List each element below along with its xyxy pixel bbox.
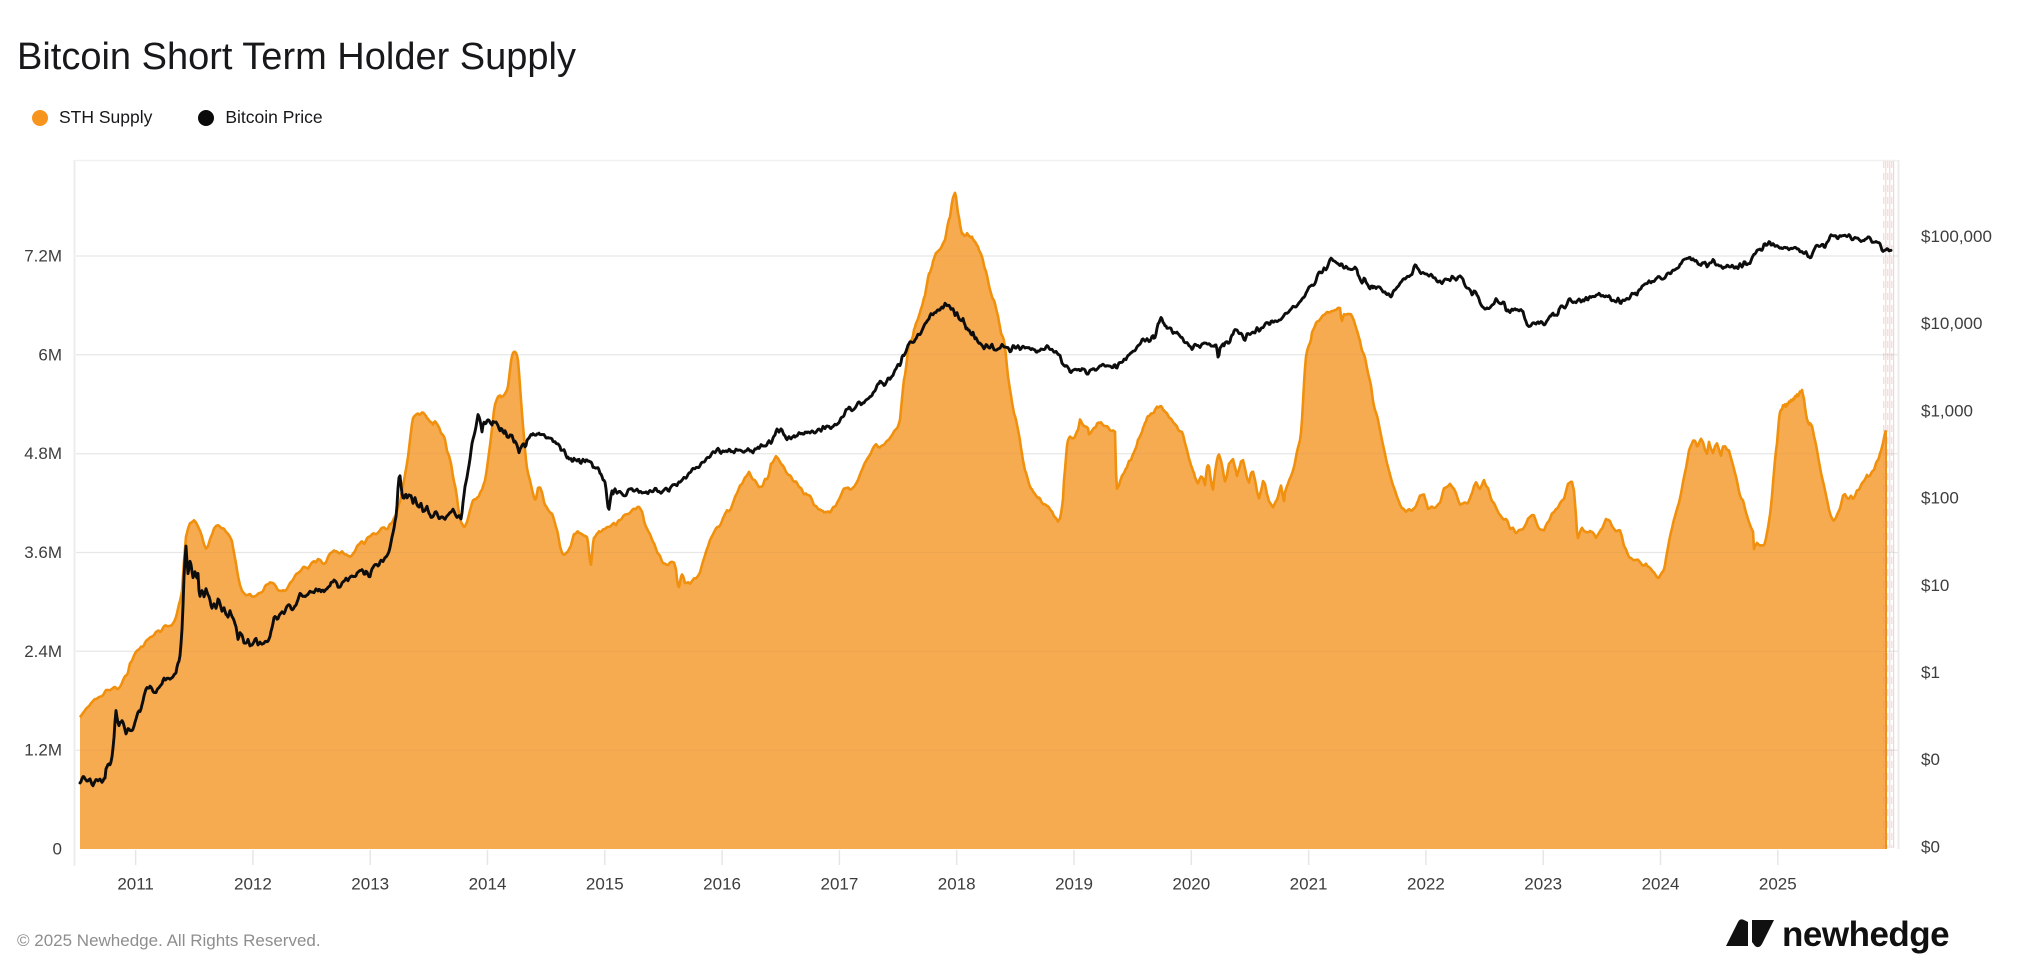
svg-text:2.4M: 2.4M <box>24 642 62 661</box>
svg-text:2019: 2019 <box>1055 875 1093 894</box>
svg-text:2016: 2016 <box>703 875 741 894</box>
svg-text:$0: $0 <box>1921 750 1940 769</box>
svg-text:$1,000: $1,000 <box>1921 401 1973 420</box>
svg-text:2012: 2012 <box>234 875 272 894</box>
svg-text:4.8M: 4.8M <box>24 444 62 463</box>
svg-text:2023: 2023 <box>1524 875 1562 894</box>
svg-text:$10,000: $10,000 <box>1921 314 1982 333</box>
svg-text:2024: 2024 <box>1642 875 1680 894</box>
svg-text:$100,000: $100,000 <box>1921 227 1992 246</box>
svg-text:0: 0 <box>53 840 62 859</box>
svg-text:$10: $10 <box>1921 576 1949 595</box>
svg-text:2017: 2017 <box>820 875 858 894</box>
svg-text:2020: 2020 <box>1172 875 1210 894</box>
svg-text:2022: 2022 <box>1407 875 1445 894</box>
svg-text:7.2M: 7.2M <box>24 247 62 266</box>
svg-text:1.2M: 1.2M <box>24 741 62 760</box>
svg-text:$0: $0 <box>1921 837 1940 856</box>
svg-text:3.6M: 3.6M <box>24 543 62 562</box>
svg-text:2014: 2014 <box>469 875 507 894</box>
svg-text:2021: 2021 <box>1290 875 1328 894</box>
svg-text:2025: 2025 <box>1759 875 1797 894</box>
svg-text:2013: 2013 <box>351 875 389 894</box>
svg-text:2015: 2015 <box>586 875 624 894</box>
svg-text:2018: 2018 <box>938 875 976 894</box>
svg-text:6M: 6M <box>38 345 62 364</box>
svg-text:2011: 2011 <box>117 875 154 894</box>
svg-text:$100: $100 <box>1921 489 1959 508</box>
svg-text:$1: $1 <box>1921 663 1940 682</box>
